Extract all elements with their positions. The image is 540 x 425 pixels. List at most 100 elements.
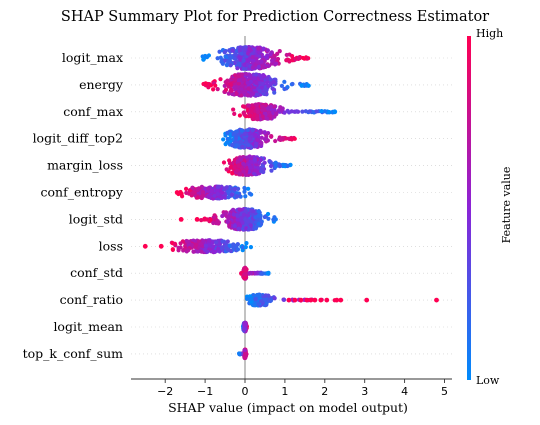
point bbox=[227, 136, 232, 141]
point bbox=[265, 211, 271, 217]
point bbox=[300, 109, 305, 114]
feature-label-conf-ratio: conf_ratio bbox=[60, 292, 123, 307]
point bbox=[250, 128, 255, 133]
point bbox=[225, 219, 230, 224]
point bbox=[215, 218, 220, 223]
row-guide-lines bbox=[131, 57, 452, 355]
x-tick-label: 3 bbox=[361, 385, 368, 398]
x-axis-label: SHAP value (impact on model output) bbox=[168, 400, 408, 415]
point bbox=[238, 157, 244, 162]
point bbox=[234, 194, 239, 199]
point bbox=[237, 55, 243, 60]
point bbox=[265, 48, 270, 53]
point bbox=[183, 186, 189, 192]
point bbox=[261, 64, 266, 69]
point bbox=[268, 52, 273, 57]
point bbox=[270, 111, 275, 116]
point bbox=[256, 221, 261, 226]
point bbox=[241, 169, 246, 174]
point bbox=[186, 248, 191, 253]
point bbox=[208, 217, 213, 222]
point bbox=[260, 164, 266, 169]
point bbox=[259, 85, 264, 90]
point bbox=[215, 56, 220, 61]
point bbox=[227, 243, 232, 248]
outlier-point bbox=[194, 217, 200, 222]
point bbox=[236, 226, 241, 231]
point bbox=[231, 242, 236, 247]
outlier-point bbox=[318, 297, 324, 303]
point bbox=[221, 137, 226, 142]
point bbox=[276, 108, 282, 113]
point bbox=[227, 158, 232, 163]
point bbox=[289, 54, 295, 59]
point bbox=[234, 91, 239, 96]
colorbar-title: Feature value bbox=[500, 167, 513, 244]
point bbox=[238, 139, 244, 144]
feature-label-logit-diff-top2: logit_diff_top2 bbox=[33, 131, 123, 146]
point bbox=[255, 59, 260, 64]
point bbox=[267, 113, 273, 118]
point bbox=[236, 221, 241, 226]
point bbox=[244, 72, 249, 77]
point bbox=[262, 130, 267, 135]
point bbox=[229, 192, 235, 197]
point bbox=[252, 76, 257, 81]
point bbox=[231, 212, 236, 217]
feature-label-loss: loss bbox=[99, 238, 123, 253]
point bbox=[256, 213, 261, 218]
swarm-conf-entropy bbox=[176, 184, 254, 201]
x-tick-label: 5 bbox=[441, 385, 448, 398]
point bbox=[224, 167, 229, 172]
point bbox=[220, 239, 225, 244]
point bbox=[245, 128, 250, 133]
point bbox=[221, 160, 227, 165]
point bbox=[228, 248, 233, 254]
outlier-point bbox=[178, 217, 184, 222]
feature-label-top-k-conf-sum: top_k_conf_sum bbox=[23, 346, 124, 361]
point bbox=[247, 227, 252, 232]
outlier-point bbox=[304, 297, 310, 303]
point bbox=[258, 157, 264, 163]
outlier-point bbox=[174, 190, 180, 195]
point bbox=[187, 188, 192, 193]
point bbox=[226, 214, 231, 219]
point bbox=[229, 164, 234, 170]
point bbox=[242, 322, 247, 328]
point bbox=[235, 247, 241, 252]
point bbox=[192, 190, 197, 195]
point bbox=[248, 245, 254, 250]
point bbox=[251, 58, 256, 63]
point bbox=[248, 296, 253, 301]
point bbox=[212, 193, 217, 198]
point bbox=[243, 351, 248, 356]
point bbox=[170, 247, 175, 252]
point bbox=[281, 297, 287, 302]
point bbox=[263, 103, 268, 108]
point bbox=[259, 140, 264, 145]
outlier-point bbox=[142, 243, 148, 249]
outlier-point bbox=[312, 297, 318, 303]
outlier-point bbox=[334, 297, 340, 303]
point bbox=[239, 51, 244, 56]
feature-label-logit-mean: logit_mean bbox=[53, 319, 123, 334]
point bbox=[255, 137, 260, 143]
point bbox=[257, 73, 262, 78]
point bbox=[206, 242, 212, 247]
outlier-point bbox=[308, 297, 314, 303]
point bbox=[215, 184, 220, 190]
point bbox=[242, 131, 247, 137]
point bbox=[242, 104, 247, 109]
point bbox=[258, 128, 263, 133]
point bbox=[247, 75, 253, 80]
point bbox=[199, 218, 204, 223]
point bbox=[235, 217, 240, 222]
point bbox=[196, 239, 201, 244]
point bbox=[230, 48, 235, 53]
feature-label-energy: energy bbox=[79, 77, 124, 92]
point bbox=[254, 103, 259, 108]
point bbox=[236, 81, 241, 86]
point bbox=[243, 244, 248, 250]
point bbox=[233, 136, 239, 141]
point bbox=[256, 64, 261, 70]
